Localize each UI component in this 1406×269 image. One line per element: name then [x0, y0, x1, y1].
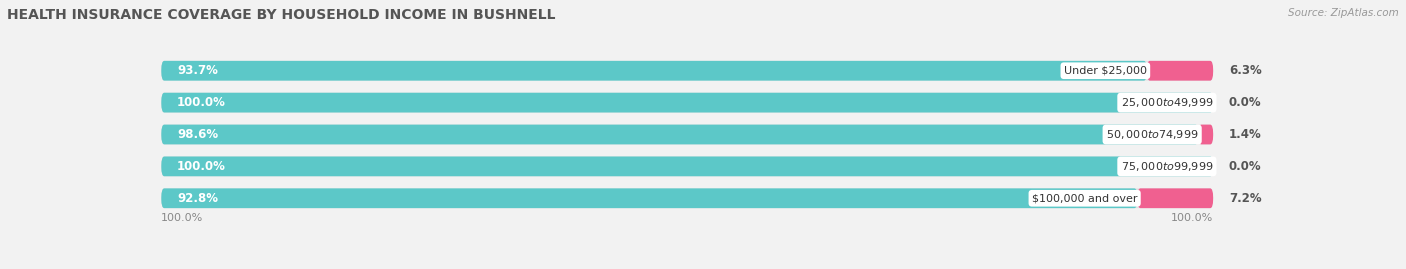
FancyBboxPatch shape: [162, 188, 1213, 208]
Text: 98.6%: 98.6%: [177, 128, 218, 141]
Text: 1.4%: 1.4%: [1229, 128, 1261, 141]
FancyBboxPatch shape: [162, 125, 1198, 144]
Text: $75,000 to $99,999: $75,000 to $99,999: [1121, 160, 1213, 173]
Text: 0.0%: 0.0%: [1229, 96, 1261, 109]
FancyBboxPatch shape: [162, 93, 1213, 112]
FancyBboxPatch shape: [162, 61, 1147, 81]
Text: 100.0%: 100.0%: [177, 160, 226, 173]
FancyBboxPatch shape: [162, 157, 1213, 176]
Text: HEALTH INSURANCE COVERAGE BY HOUSEHOLD INCOME IN BUSHNELL: HEALTH INSURANCE COVERAGE BY HOUSEHOLD I…: [7, 8, 555, 22]
Text: Source: ZipAtlas.com: Source: ZipAtlas.com: [1288, 8, 1399, 18]
Text: Under $25,000: Under $25,000: [1064, 66, 1147, 76]
Text: 6.3%: 6.3%: [1229, 64, 1261, 77]
Text: $25,000 to $49,999: $25,000 to $49,999: [1121, 96, 1213, 109]
Text: $100,000 and over: $100,000 and over: [1032, 193, 1137, 203]
FancyBboxPatch shape: [1147, 61, 1213, 81]
FancyBboxPatch shape: [162, 157, 1213, 176]
Text: 0.0%: 0.0%: [1229, 160, 1261, 173]
FancyBboxPatch shape: [162, 93, 1213, 112]
Text: 92.8%: 92.8%: [177, 192, 218, 205]
FancyBboxPatch shape: [162, 61, 1213, 81]
Text: $50,000 to $74,999: $50,000 to $74,999: [1107, 128, 1198, 141]
FancyBboxPatch shape: [1137, 188, 1213, 208]
Text: 100.0%: 100.0%: [162, 213, 204, 223]
FancyBboxPatch shape: [162, 125, 1213, 144]
Text: 100.0%: 100.0%: [1171, 213, 1213, 223]
FancyBboxPatch shape: [1198, 125, 1213, 144]
Text: 7.2%: 7.2%: [1229, 192, 1261, 205]
Text: 93.7%: 93.7%: [177, 64, 218, 77]
FancyBboxPatch shape: [162, 188, 1137, 208]
Text: 100.0%: 100.0%: [177, 96, 226, 109]
